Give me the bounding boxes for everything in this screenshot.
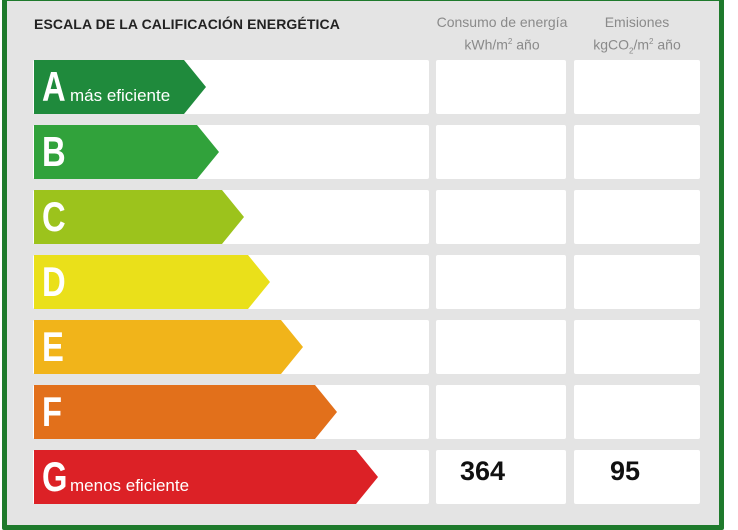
emissions-cell [574,125,700,179]
rating-letter: F [42,388,63,435]
consumption-header-label: Consumo de energía [436,14,568,30]
consumption-cell [436,385,566,439]
rating-row-f: F [0,385,738,439]
consumption-header-unit: kWh/m2 año [464,36,540,53]
consumption-cell [436,255,566,309]
rating-arrow-e: E [34,320,303,374]
consumption-cell [436,450,566,504]
rating-letter: E [42,323,64,370]
emissions-header-unit: kgCO2/m2 año [593,36,681,56]
rating-row-d: D [0,255,738,309]
consumption-cell [436,190,566,244]
emissions-cell [574,190,700,244]
rating-row-c: C [0,190,738,244]
rating-letter: D [42,258,66,305]
emissions-header-label: Emisiones [604,14,670,30]
consumption-cell [436,60,566,114]
rating-sublabel: menos eficiente [70,476,190,495]
rating-arrow-f: F [34,385,337,439]
emissions-value: 95 [610,456,641,486]
rating-letter: A [42,63,66,110]
consumption-cell [436,320,566,374]
rating-arrow-c: C [34,190,244,244]
emissions-cell [574,60,700,114]
emissions-cell [574,320,700,374]
rating-arrow-b: B [34,125,219,179]
emissions-column-header: Emisiones kgCO2/m2 año [572,12,702,61]
rating-letter: G [42,453,68,500]
consumption-column-header: Consumo de energía kWh/m2 año [432,12,572,55]
rating-letter: C [42,193,66,240]
rating-letter: B [42,128,66,175]
rating-row-b: B [0,125,738,179]
scale-title: ESCALA DE LA CALIFICACIÓN ENERGÉTICA [34,16,340,32]
rating-sublabel: más eficiente [70,86,171,105]
rating-arrow-d: D [34,255,270,309]
emissions-cell [574,385,700,439]
emissions-cell [574,450,700,504]
consumption-value: 364 [460,456,506,486]
consumption-cell [436,125,566,179]
rating-row-e: E [0,320,738,374]
emissions-cell [574,255,700,309]
